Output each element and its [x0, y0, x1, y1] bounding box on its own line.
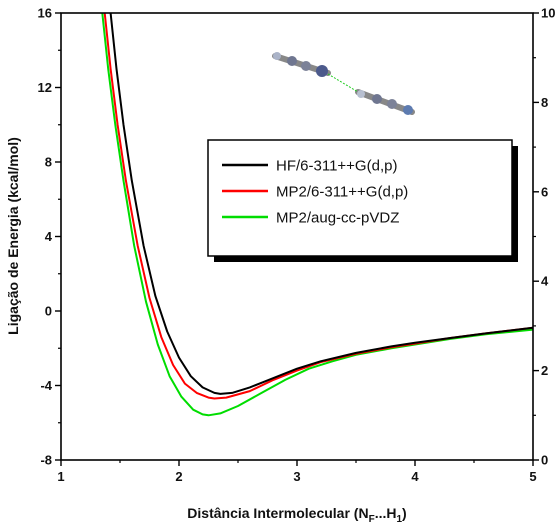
y2-tick-label: 4 — [541, 274, 549, 289]
legend-label: MP2/aug-cc-pVDZ — [276, 210, 399, 227]
y2-tick-label: 2 — [541, 363, 548, 378]
y2-tick-label: 0 — [541, 453, 548, 468]
y2-tick-label: 10 — [541, 6, 555, 21]
y2-tick-label: 6 — [541, 184, 548, 199]
x-tick-label: 5 — [529, 469, 536, 484]
legend-box — [207, 139, 513, 257]
y-tick-label: 8 — [45, 155, 52, 170]
y2-tick-label: 8 — [541, 95, 548, 110]
y-tick-label: 16 — [38, 6, 52, 21]
y-tick-label: 0 — [45, 304, 52, 319]
legend-items: HF/6-311++G(d,p) MP2/6-311++G(d,p) MP2/aug… — [222, 158, 408, 227]
legend: HF/6-311++G(d,p) MP2/6-311++G(d,p) MP2/aug… — [207, 139, 518, 262]
series-layer — [101, 13, 533, 417]
y-tick-label: 12 — [38, 80, 52, 95]
legend-label: HF/6-311++G(d,p) — [276, 158, 397, 175]
series-line-0 — [109, 13, 533, 395]
y-tick-label: -4 — [40, 378, 52, 393]
x-tick-label: 1 — [57, 469, 64, 484]
plot-frame — [60, 12, 534, 461]
y-tick-label: -8 — [40, 453, 52, 468]
molecule-illustration — [272, 52, 415, 115]
y-tick-label: 4 — [45, 229, 53, 244]
x-tick-label: 3 — [293, 469, 300, 484]
y-axis-ticks: -8 -4 0 4 8 12 16 — [38, 6, 61, 468]
secondary-y-axis-ticks: 0 2 4 6 8 10 — [533, 6, 555, 468]
x-axis-title: Distância Intermolecular (NF...H1) — [187, 505, 406, 525]
x-tick-label: 4 — [411, 469, 419, 484]
x-tick-label: 2 — [175, 469, 182, 484]
y-axis-title: Ligação de Energia (kcal/mol) — [5, 137, 21, 335]
x-axis-ticks: 1 2 3 4 5 — [57, 460, 537, 484]
legend-label: MP2/6-311++G(d,p) — [276, 184, 408, 201]
